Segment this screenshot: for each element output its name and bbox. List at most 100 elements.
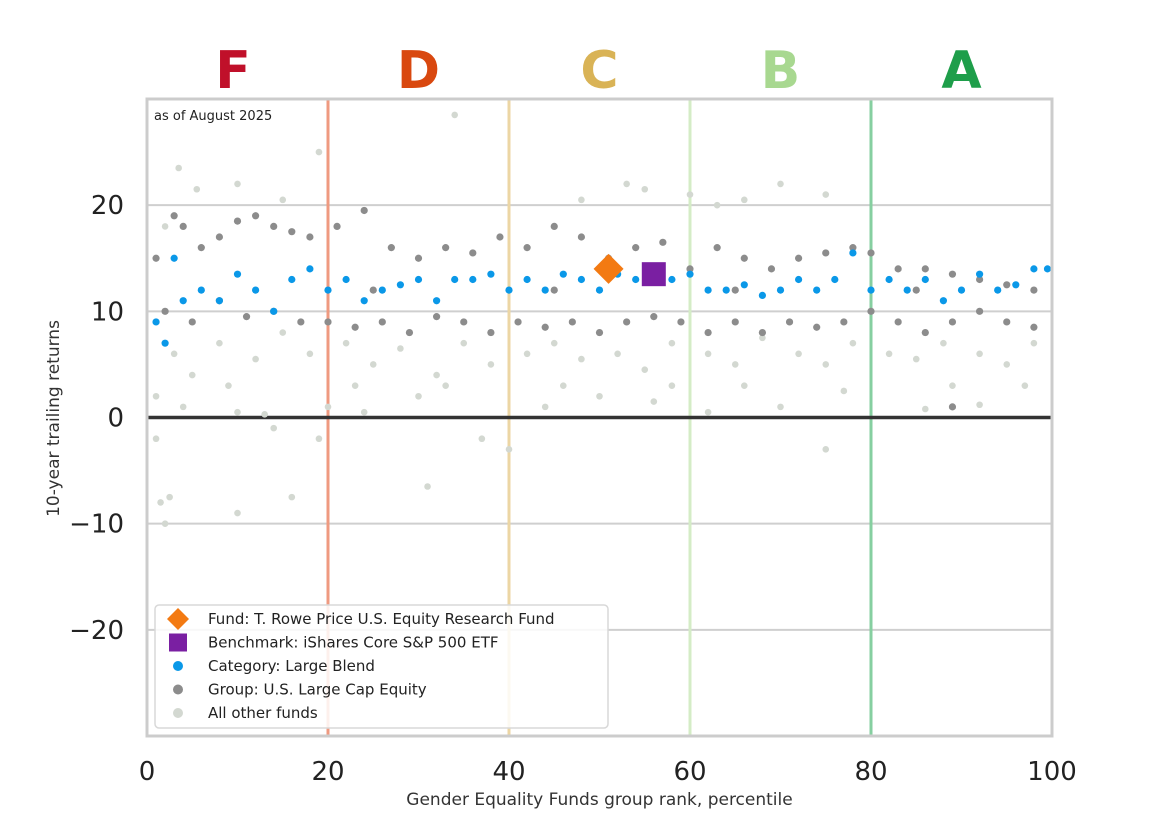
data-point bbox=[297, 318, 305, 326]
data-point bbox=[1003, 281, 1011, 289]
data-point bbox=[957, 286, 966, 294]
data-point bbox=[867, 249, 875, 257]
data-point bbox=[894, 318, 902, 326]
data-point bbox=[487, 270, 495, 278]
x-tick-labels: 0 20 40 60 80 100 bbox=[139, 757, 1077, 787]
data-point bbox=[288, 275, 296, 284]
data-point bbox=[976, 275, 984, 284]
data-point bbox=[252, 355, 259, 363]
data-point bbox=[460, 318, 468, 326]
data-point bbox=[433, 313, 441, 321]
data-point bbox=[387, 244, 395, 252]
data-point bbox=[496, 233, 504, 241]
data-point bbox=[704, 328, 712, 337]
data-point bbox=[469, 249, 477, 257]
data-point bbox=[840, 318, 848, 326]
legend-square-icon bbox=[169, 633, 187, 652]
data-point bbox=[270, 307, 278, 315]
data-point bbox=[424, 483, 431, 490]
data-point bbox=[560, 382, 567, 389]
data-point bbox=[758, 328, 767, 337]
data-point bbox=[505, 286, 513, 294]
data-point bbox=[523, 244, 531, 252]
data-point bbox=[215, 297, 223, 305]
data-point bbox=[867, 307, 875, 315]
data-point bbox=[324, 403, 332, 411]
data-point bbox=[342, 275, 350, 284]
data-point bbox=[641, 366, 649, 374]
data-point bbox=[831, 275, 839, 284]
data-point bbox=[994, 286, 1002, 294]
y-tick-label: −10 bbox=[69, 510, 124, 540]
data-point bbox=[415, 392, 422, 400]
data-point bbox=[152, 392, 160, 400]
data-point bbox=[487, 361, 495, 368]
x-tick-label: 0 bbox=[139, 757, 156, 787]
data-point bbox=[813, 286, 821, 294]
data-point bbox=[161, 339, 169, 347]
data-point bbox=[288, 228, 296, 236]
data-point bbox=[161, 223, 169, 230]
data-point bbox=[822, 191, 830, 198]
data-point bbox=[840, 387, 848, 395]
data-point bbox=[279, 329, 287, 336]
legend-box bbox=[154, 604, 609, 729]
data-point bbox=[360, 297, 368, 305]
data-point bbox=[976, 350, 983, 358]
x-tick-label: 80 bbox=[854, 757, 887, 787]
data-point bbox=[595, 286, 604, 294]
data-point bbox=[161, 520, 169, 527]
grade-label: C bbox=[580, 41, 618, 101]
data-point bbox=[885, 350, 893, 358]
data-point bbox=[478, 435, 486, 443]
x-tick-label: 100 bbox=[1027, 757, 1077, 787]
y-tick-label: 20 bbox=[91, 191, 124, 221]
data-point bbox=[405, 328, 414, 337]
data-point bbox=[161, 307, 169, 315]
data-point bbox=[360, 408, 368, 416]
data-point bbox=[949, 382, 956, 389]
data-point bbox=[170, 350, 178, 358]
data-point bbox=[704, 408, 712, 416]
as-of-note: as of August 2025 bbox=[154, 109, 272, 124]
data-point bbox=[885, 275, 893, 284]
data-point bbox=[650, 398, 658, 405]
grade-label: F bbox=[215, 41, 251, 101]
data-point bbox=[822, 361, 830, 368]
data-point bbox=[157, 499, 164, 506]
data-point bbox=[188, 371, 196, 379]
data-point bbox=[623, 180, 630, 188]
data-point bbox=[233, 217, 242, 225]
data-point bbox=[948, 403, 957, 411]
data-point bbox=[505, 446, 513, 453]
data-point bbox=[767, 265, 776, 273]
data-point bbox=[759, 334, 766, 342]
data-point bbox=[414, 254, 423, 262]
data-point bbox=[197, 244, 205, 252]
data-point bbox=[740, 281, 748, 289]
data-point bbox=[822, 446, 830, 453]
data-point bbox=[1003, 318, 1011, 326]
data-point bbox=[596, 392, 603, 400]
data-point bbox=[578, 196, 585, 204]
data-point bbox=[152, 254, 160, 262]
data-point bbox=[940, 339, 947, 347]
data-point bbox=[242, 313, 251, 321]
y-axis-label: 10-year trailing returns bbox=[44, 320, 64, 517]
data-point bbox=[578, 355, 585, 363]
data-point bbox=[152, 318, 160, 326]
data-point bbox=[731, 361, 739, 368]
data-point bbox=[659, 238, 667, 246]
data-point bbox=[921, 275, 929, 284]
data-point bbox=[397, 345, 404, 352]
data-point bbox=[342, 339, 350, 347]
data-point bbox=[541, 323, 549, 331]
data-point bbox=[704, 286, 712, 294]
data-point bbox=[1030, 286, 1038, 294]
data-point bbox=[577, 233, 586, 241]
data-point bbox=[234, 408, 241, 416]
grade-label: B bbox=[761, 41, 801, 101]
data-point bbox=[1043, 265, 1052, 273]
data-point bbox=[686, 265, 694, 273]
data-point bbox=[152, 435, 160, 443]
